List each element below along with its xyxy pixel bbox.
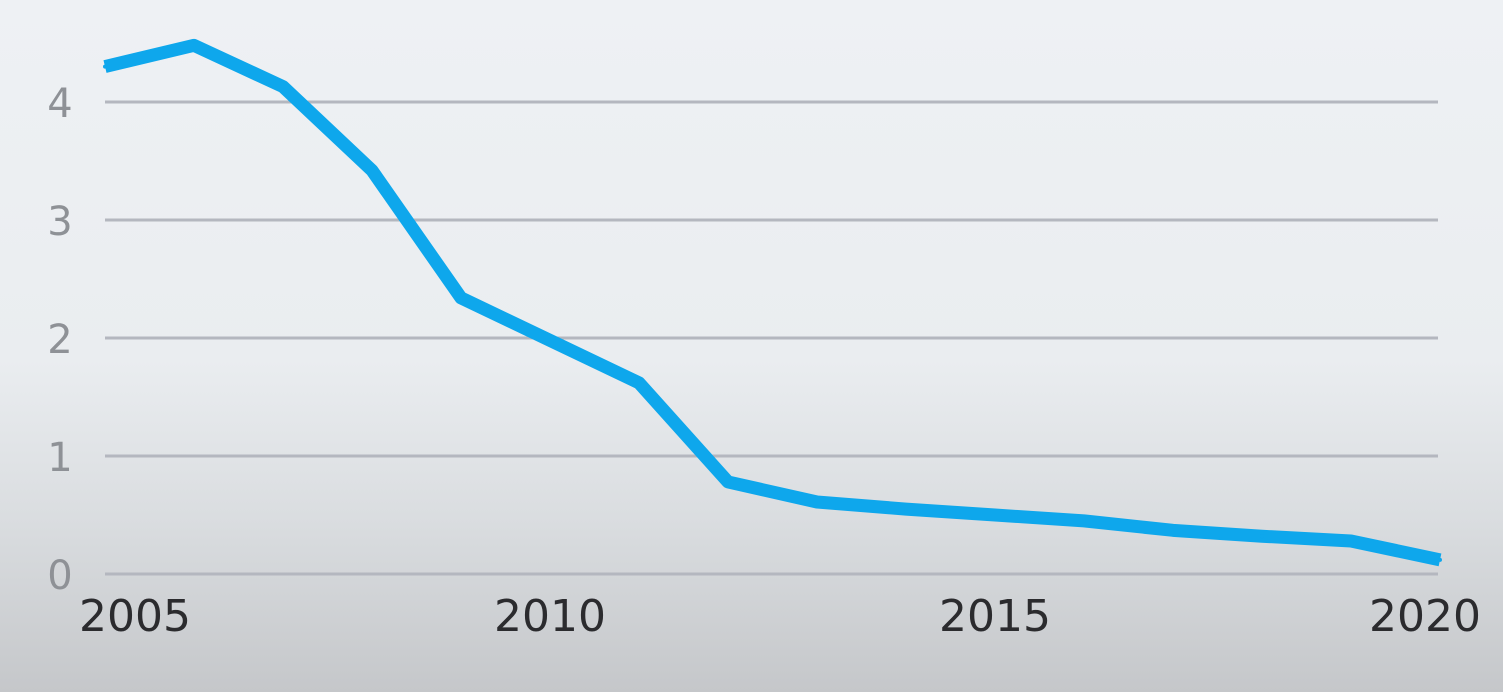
- data-point: [192, 43, 196, 48]
- data-point: [726, 479, 730, 484]
- gridlines: [105, 100, 1438, 576]
- data-point: [103, 64, 107, 69]
- y-axis-ticks: 0 1 2 3 4: [47, 81, 72, 599]
- data-point: [548, 338, 552, 343]
- series-layer: [103, 38, 1442, 567]
- data-point: [637, 380, 641, 385]
- series-line-0: [103, 38, 1442, 567]
- x-tick-label: 2005: [79, 591, 191, 642]
- data-point: [1082, 518, 1086, 523]
- x-tick-label: 2010: [494, 591, 606, 642]
- data-point: [370, 168, 374, 173]
- data-point: [815, 500, 819, 505]
- x-tick-label: 2020: [1369, 591, 1481, 642]
- y-tick-label: 2: [47, 317, 72, 363]
- x-axis-ticks: 2005 2010 2015 2020: [79, 591, 1481, 642]
- data-point: [1260, 534, 1264, 539]
- y-tick-label: 1: [47, 435, 72, 481]
- y-tick-label: 0: [47, 553, 72, 599]
- data-point: [1171, 528, 1175, 533]
- data-point: [459, 295, 463, 300]
- data-point: [1349, 538, 1353, 543]
- y-tick-label: 3: [47, 199, 72, 245]
- data-point: [1438, 557, 1442, 562]
- x-tick-label: 2015: [939, 591, 1051, 642]
- y-tick-label: 4: [47, 81, 72, 127]
- data-point: [993, 513, 997, 517]
- data-point: [281, 84, 285, 89]
- data-point: [904, 507, 908, 512]
